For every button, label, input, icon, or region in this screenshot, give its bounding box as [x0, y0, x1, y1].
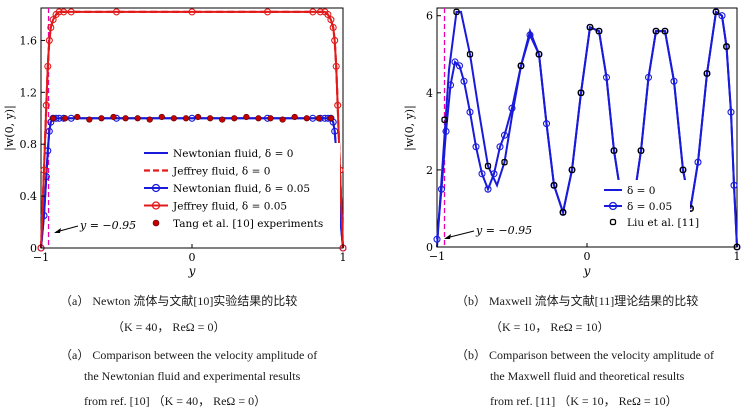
- caption-b-zh: （b） Maxwell 流体与文献[11]理论结果的比较: [456, 294, 699, 308]
- legend-label: Newtonian fluid, δ = 0.05: [173, 183, 310, 195]
- series-jeffrey-fluid-0-05-point: [334, 101, 342, 109]
- series-jeffrey-fluid-0-05-point: [324, 10, 332, 19]
- legend-label: Jeffrey fluid, δ = 0: [172, 166, 270, 178]
- series-jeffrey-fluid-0-05-line: [40, 10, 344, 249]
- series-jeffrey-fluid-0-05-point: [263, 8, 272, 16]
- chart-a-annotation: y = −0.95: [54, 219, 136, 233]
- series-tang-et-al-10-experiments-point: [207, 115, 214, 122]
- series-jeffrey-fluid-0-05-point: [55, 8, 63, 16]
- series-tang-et-al-10-experiments-point: [122, 115, 129, 122]
- series-tang-et-al-10-experiments-point: [255, 115, 262, 122]
- series-tang-et-al-10-experiments-point: [49, 115, 57, 122]
- series-tang-et-al-10-experiments-point: [74, 113, 81, 121]
- chart-a-ylabel: |w(0, y)|: [3, 105, 17, 151]
- series-jeffrey-fluid-0-05-point: [331, 36, 339, 44]
- series-tang-et-al-10-experiments-point: [110, 113, 117, 121]
- series-tang-et-al-10-experiments-point: [279, 116, 286, 123]
- series-jeffrey-fluid-0-05-point: [67, 8, 75, 16]
- series-tang-et-al-10-experiments-point: [98, 115, 105, 122]
- caption-b-zh-params: （K = 10， ReΩ = 10）: [490, 320, 610, 334]
- series-tang-et-al-10-experiments-point: [170, 115, 177, 122]
- series-tang-et-al-10-experiments-point: [243, 113, 250, 121]
- y-tick-label: 0.8: [20, 138, 38, 151]
- caption-a-zh: （a） Newton 流体与文献[10]实验结果的比较: [60, 294, 298, 308]
- series-jeffrey-fluid-0-05-point: [332, 62, 340, 70]
- arrow-head-icon: [54, 228, 61, 233]
- series-jeffrey-fluid-0-05-point: [49, 16, 57, 24]
- series-jeffrey-fluid-0-05-point: [42, 101, 50, 109]
- series-jeffrey-fluid-0-05-point: [327, 16, 335, 24]
- series-tang-et-al-10-experiments-point: [315, 115, 322, 122]
- x-tick-label: −1: [33, 251, 49, 264]
- y-tick-label: 0.4: [20, 190, 38, 203]
- series-tang-et-al-10-experiments-point: [194, 113, 202, 121]
- series-tang-et-al-10-experiments-point: [158, 113, 165, 121]
- series-newtonian-fluid-0-05-point: [40, 212, 48, 220]
- legend-label: Newtonian fluid, δ = 0: [173, 148, 293, 160]
- caption-a-en-3: from ref. [10] （K = 40， ReΩ = 0）: [84, 394, 267, 408]
- series-tang-et-al-10-experiments-point: [267, 115, 274, 122]
- legend-marker: [152, 219, 160, 227]
- chart-a-marks: [37, 8, 347, 252]
- series-tang-et-al-10-experiments-point: [219, 116, 226, 123]
- x-tick-label: 0: [189, 251, 196, 264]
- series-jeffrey-fluid-0-05-point: [45, 36, 53, 44]
- legend-background: [140, 143, 340, 233]
- series-jeffrey-fluid-0-05-point: [60, 8, 68, 16]
- series-jeffrey-fluid-0-05-point: [40, 166, 48, 174]
- caption-a-en-2: the Newtonian fluid and experimental res…: [84, 369, 301, 383]
- series-tang-et-al-10-experiments-point: [86, 116, 93, 123]
- y-tick-label: 1.2: [20, 86, 38, 99]
- series-tang-et-al-10-experiments-point: [182, 115, 190, 122]
- caption-a-en-1: （a） Comparison between the velocity ampl…: [60, 348, 318, 362]
- y-tick-label: 1.6: [20, 34, 38, 47]
- caption-b-en-3: from ref. [11] （K = 10， ReΩ = 10）: [490, 394, 678, 408]
- series-jeffrey-fluid-0-05-point: [309, 8, 317, 16]
- series-jeffrey-fluid-0-05-point: [112, 8, 121, 16]
- chart-a-ticks: −1 0 100.40.81.21.6: [20, 34, 347, 264]
- series-tang-et-al-10-experiments-point: [291, 113, 298, 121]
- series-tang-et-al-10-experiments-point: [231, 115, 238, 122]
- series-newtonian-fluid-0-05-line: [40, 117, 344, 249]
- series-tang-et-al-10-experiments-point: [327, 115, 335, 122]
- legend-marker: [151, 183, 161, 193]
- series-jeffrey-fluid-0-05-point: [47, 23, 55, 32]
- series-jeffrey-fluid-0-05-point: [329, 23, 337, 32]
- series-tang-et-al-10-experiments-point: [146, 116, 153, 123]
- y-tick-label: 0: [30, 242, 37, 255]
- legend-label: Jeffrey fluid, δ = 0.05: [172, 201, 287, 213]
- series-tang-et-al-10-experiments-point: [62, 115, 69, 122]
- chart-a-annotation-text: y = −0.95: [79, 219, 136, 232]
- chart-a-xlabel: y: [188, 264, 196, 278]
- series-jeffrey-fluid-0-05-point: [316, 8, 324, 16]
- caption-a-zh-params: （K = 40， ReΩ = 0）: [112, 320, 226, 334]
- series-tang-et-al-10-experiments-point: [303, 115, 310, 122]
- chart-a-legend: Newtonian fluid, δ = 0 Jeffrey fluid, δ =…: [140, 143, 340, 233]
- x-tick-label: 1: [340, 251, 347, 264]
- caption-b-en-2: the Maxwell fluid and theoretical result…: [490, 369, 685, 383]
- caption-b-en-1: （b） Comparison between the velocity ampl…: [456, 348, 714, 362]
- series-jeffrey-fluid-0-05-point: [44, 62, 52, 70]
- legend-label: Tang et al. [10] experiments: [173, 218, 323, 230]
- legend-marker: [151, 201, 161, 210]
- series-jeffrey-fluid-0-05-point: [188, 8, 196, 16]
- series-tang-et-al-10-experiments-point: [134, 115, 141, 122]
